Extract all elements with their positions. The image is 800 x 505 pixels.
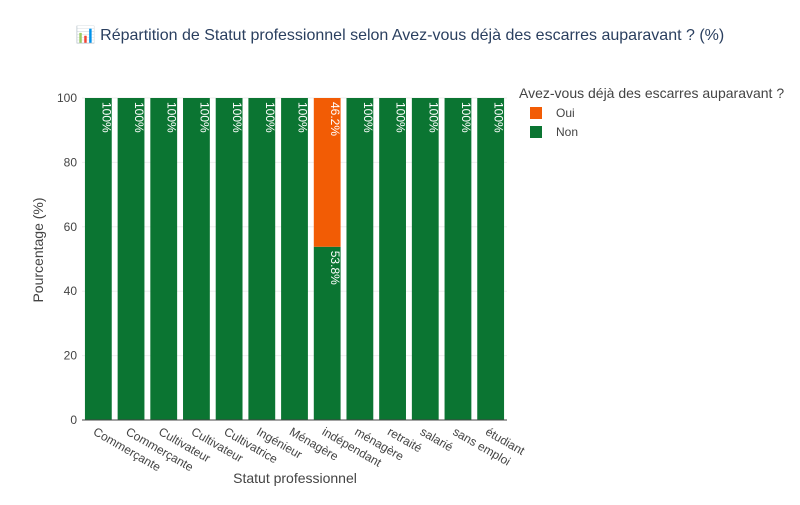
- data-label: 100%: [197, 102, 211, 133]
- data-label: 46.2%: [328, 102, 342, 136]
- x-axis-title: Statut professionnel: [233, 470, 357, 486]
- bar-non-8: [346, 98, 374, 420]
- data-label: 100%: [459, 102, 473, 133]
- data-label: 100%: [263, 102, 277, 133]
- legend-items: Oui Non: [530, 106, 578, 139]
- chart-title: 📊 Répartition de Statut professionnel se…: [76, 25, 724, 44]
- bar-layer: [84, 98, 505, 420]
- legend-title: Avez-vous déjà des escarres auparavant ?: [519, 85, 784, 101]
- data-label: 53.8%: [328, 251, 342, 285]
- y-tick-label: 20: [64, 349, 78, 363]
- data-label: 100%: [132, 102, 146, 133]
- bar-non-7: [313, 246, 341, 420]
- bar-non-10: [411, 98, 439, 420]
- y-tick-label: 80: [64, 155, 78, 169]
- legend-label-oui: Oui: [556, 106, 575, 120]
- y-tick-label: 40: [64, 284, 78, 298]
- data-label: 100%: [361, 102, 375, 133]
- bar-non-6: [281, 98, 308, 420]
- data-label-layer: 100% 100% 100% 100% 100% 100% 100% 53.8% 46.2% 10…: [99, 102, 505, 285]
- bar-non-5: [248, 98, 276, 420]
- data-label: 100%: [492, 102, 506, 133]
- data-label: 100%: [230, 102, 244, 133]
- y-tick-label: 0: [70, 413, 77, 427]
- data-label: 100%: [426, 102, 440, 133]
- data-label: 100%: [99, 102, 113, 133]
- bar-non-1: [117, 98, 145, 420]
- bar-non-4: [215, 98, 243, 420]
- legend: Avez-vous déjà des escarres auparavant ?…: [519, 85, 784, 139]
- bar-oui-7: [313, 98, 341, 247]
- legend-label-non: Non: [556, 125, 578, 139]
- y-tick-label: 100: [57, 91, 77, 105]
- bar-non-9: [379, 98, 406, 420]
- legend-swatch-non: [530, 126, 542, 138]
- data-label: 100%: [165, 102, 179, 133]
- bar-non-2: [150, 98, 178, 420]
- data-label: 100%: [296, 102, 310, 133]
- bar-non-3: [183, 98, 210, 420]
- bar-non-11: [444, 98, 472, 420]
- y-tick-label: 60: [64, 220, 78, 234]
- bar-non-12: [477, 98, 505, 420]
- x-tick-label: salarié: [418, 424, 456, 454]
- data-label: 100%: [394, 102, 408, 133]
- legend-swatch-oui: [530, 107, 542, 119]
- y-axis-title: Pourcentage (%): [30, 197, 46, 302]
- bar-non-0: [84, 98, 112, 420]
